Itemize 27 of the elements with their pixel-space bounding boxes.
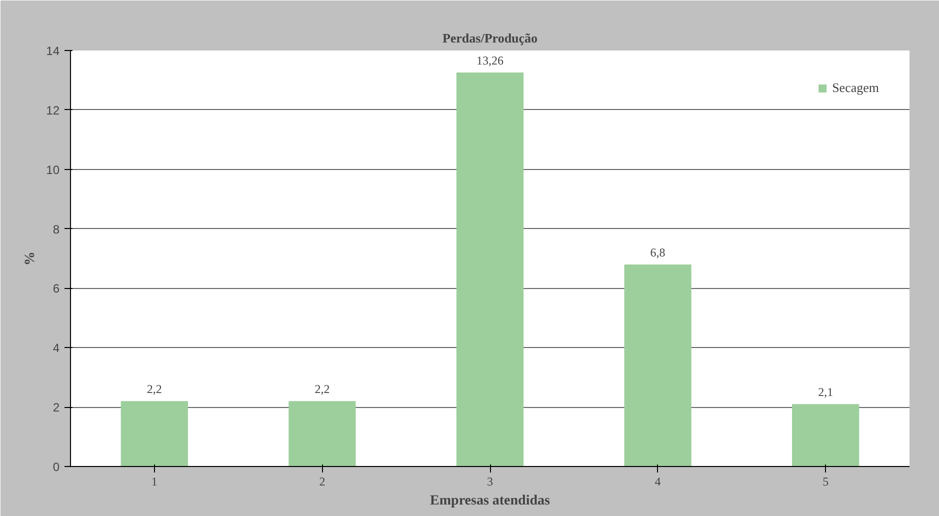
y-tick-label: 8 bbox=[52, 222, 60, 236]
x-axis-title: Empresas atendidas bbox=[430, 494, 551, 508]
bar bbox=[792, 404, 860, 466]
y-tick-label: 10 bbox=[46, 162, 60, 177]
bar bbox=[120, 401, 188, 466]
y-tick-label: 2 bbox=[52, 400, 60, 415]
x-tick-label: 4 bbox=[654, 474, 661, 488]
x-tick-label: 1 bbox=[151, 474, 158, 488]
bar bbox=[624, 264, 692, 466]
x-tick-label: 3 bbox=[487, 474, 493, 488]
text: 2,1 bbox=[818, 385, 834, 400]
chart-title: Perdas/Produção bbox=[442, 30, 538, 46]
text: 13,26 bbox=[476, 53, 504, 68]
text: 2,2 bbox=[314, 382, 330, 396]
x-tick-label: 2 bbox=[319, 474, 326, 488]
x-tick-label: 5 bbox=[822, 474, 829, 488]
text: 6,8 bbox=[650, 245, 666, 260]
y-tick-label: 4 bbox=[52, 341, 60, 356]
y-tick-label: 6 bbox=[52, 282, 60, 296]
y-tick-label: 14 bbox=[46, 44, 60, 58]
y-axis-title: % bbox=[23, 252, 38, 266]
legend-label: Secagem bbox=[832, 80, 879, 96]
y-tick-label: 0 bbox=[52, 460, 60, 474]
bar bbox=[288, 401, 356, 466]
text: 2,2 bbox=[146, 382, 162, 396]
bar bbox=[456, 72, 524, 466]
y-tick-label: 12 bbox=[46, 103, 60, 118]
